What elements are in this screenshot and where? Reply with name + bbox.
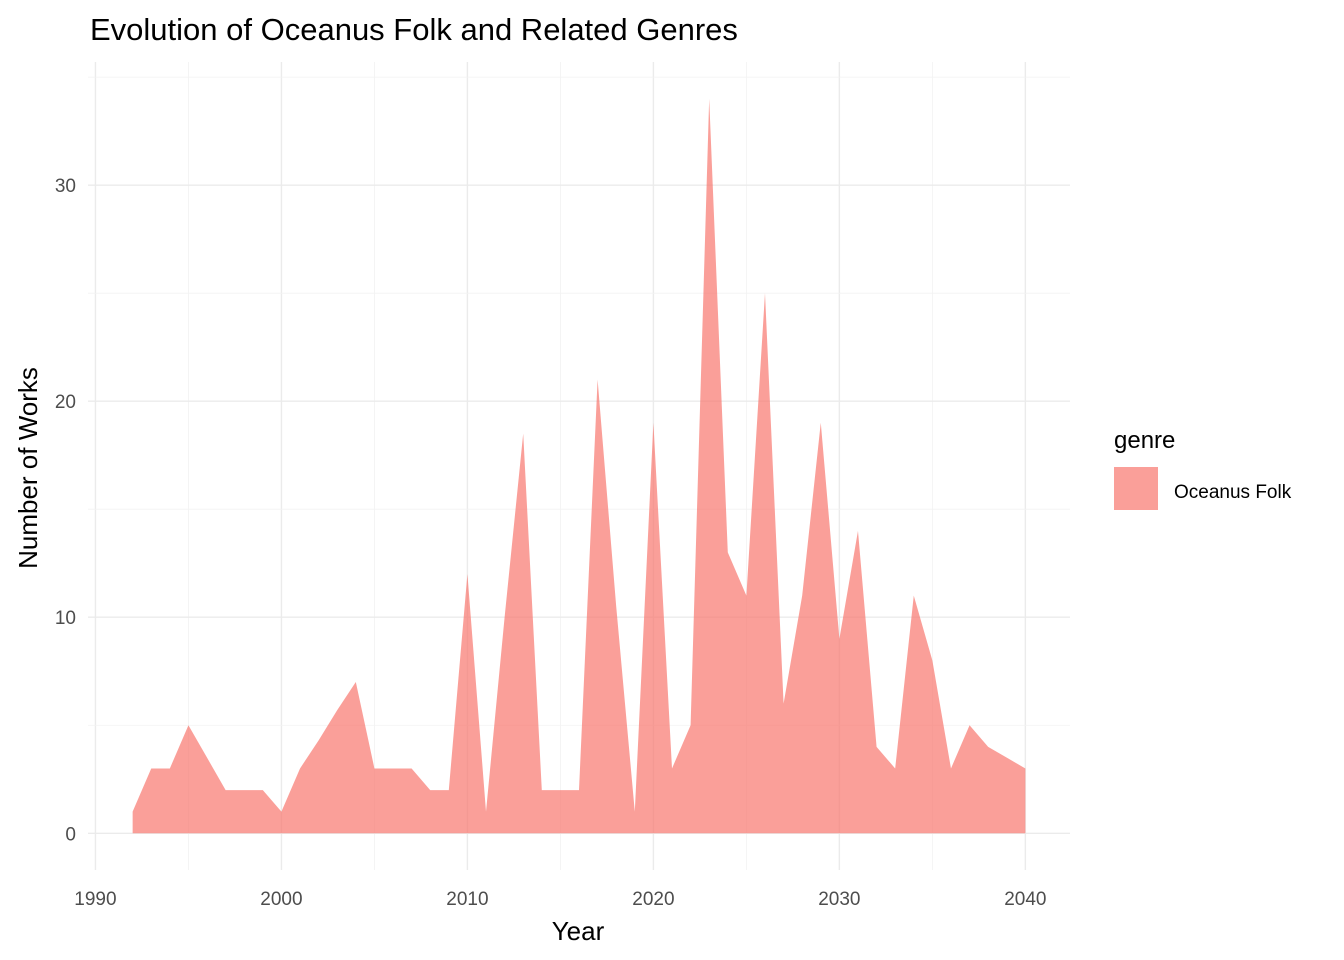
legend-label-oceanus-folk: Oceanus Folk	[1174, 482, 1292, 503]
x-tick-label: 1990	[74, 889, 116, 910]
y-tick-label: 20	[55, 392, 76, 413]
x-tick-label: 2010	[446, 889, 488, 910]
y-axis-ticks: 0 10 20 30	[55, 176, 76, 845]
area-series-oceanus-folk	[132, 98, 1026, 834]
y-tick-label: 10	[55, 608, 76, 629]
legend-key-oceanus-folk	[1114, 467, 1158, 510]
x-tick-label: 2020	[632, 889, 674, 910]
x-tick-label: 2030	[818, 889, 860, 910]
legend-title: genre	[1114, 427, 1175, 454]
chart-title: Evolution of Oceanus Folk and Related Ge…	[90, 12, 738, 47]
x-tick-label: 2000	[260, 889, 302, 910]
y-axis-title: Number of Works	[13, 367, 43, 569]
x-tick-label: 2040	[1004, 889, 1046, 910]
legend: genre Oceanus Folk	[1114, 427, 1292, 510]
y-tick-label: 30	[55, 176, 76, 197]
x-axis-ticks: 1990 2000 2010 2020 2030 2040	[74, 889, 1046, 910]
y-tick-label: 0	[65, 824, 76, 845]
x-axis-title: Year	[552, 916, 605, 946]
series-layer	[132, 98, 1026, 834]
